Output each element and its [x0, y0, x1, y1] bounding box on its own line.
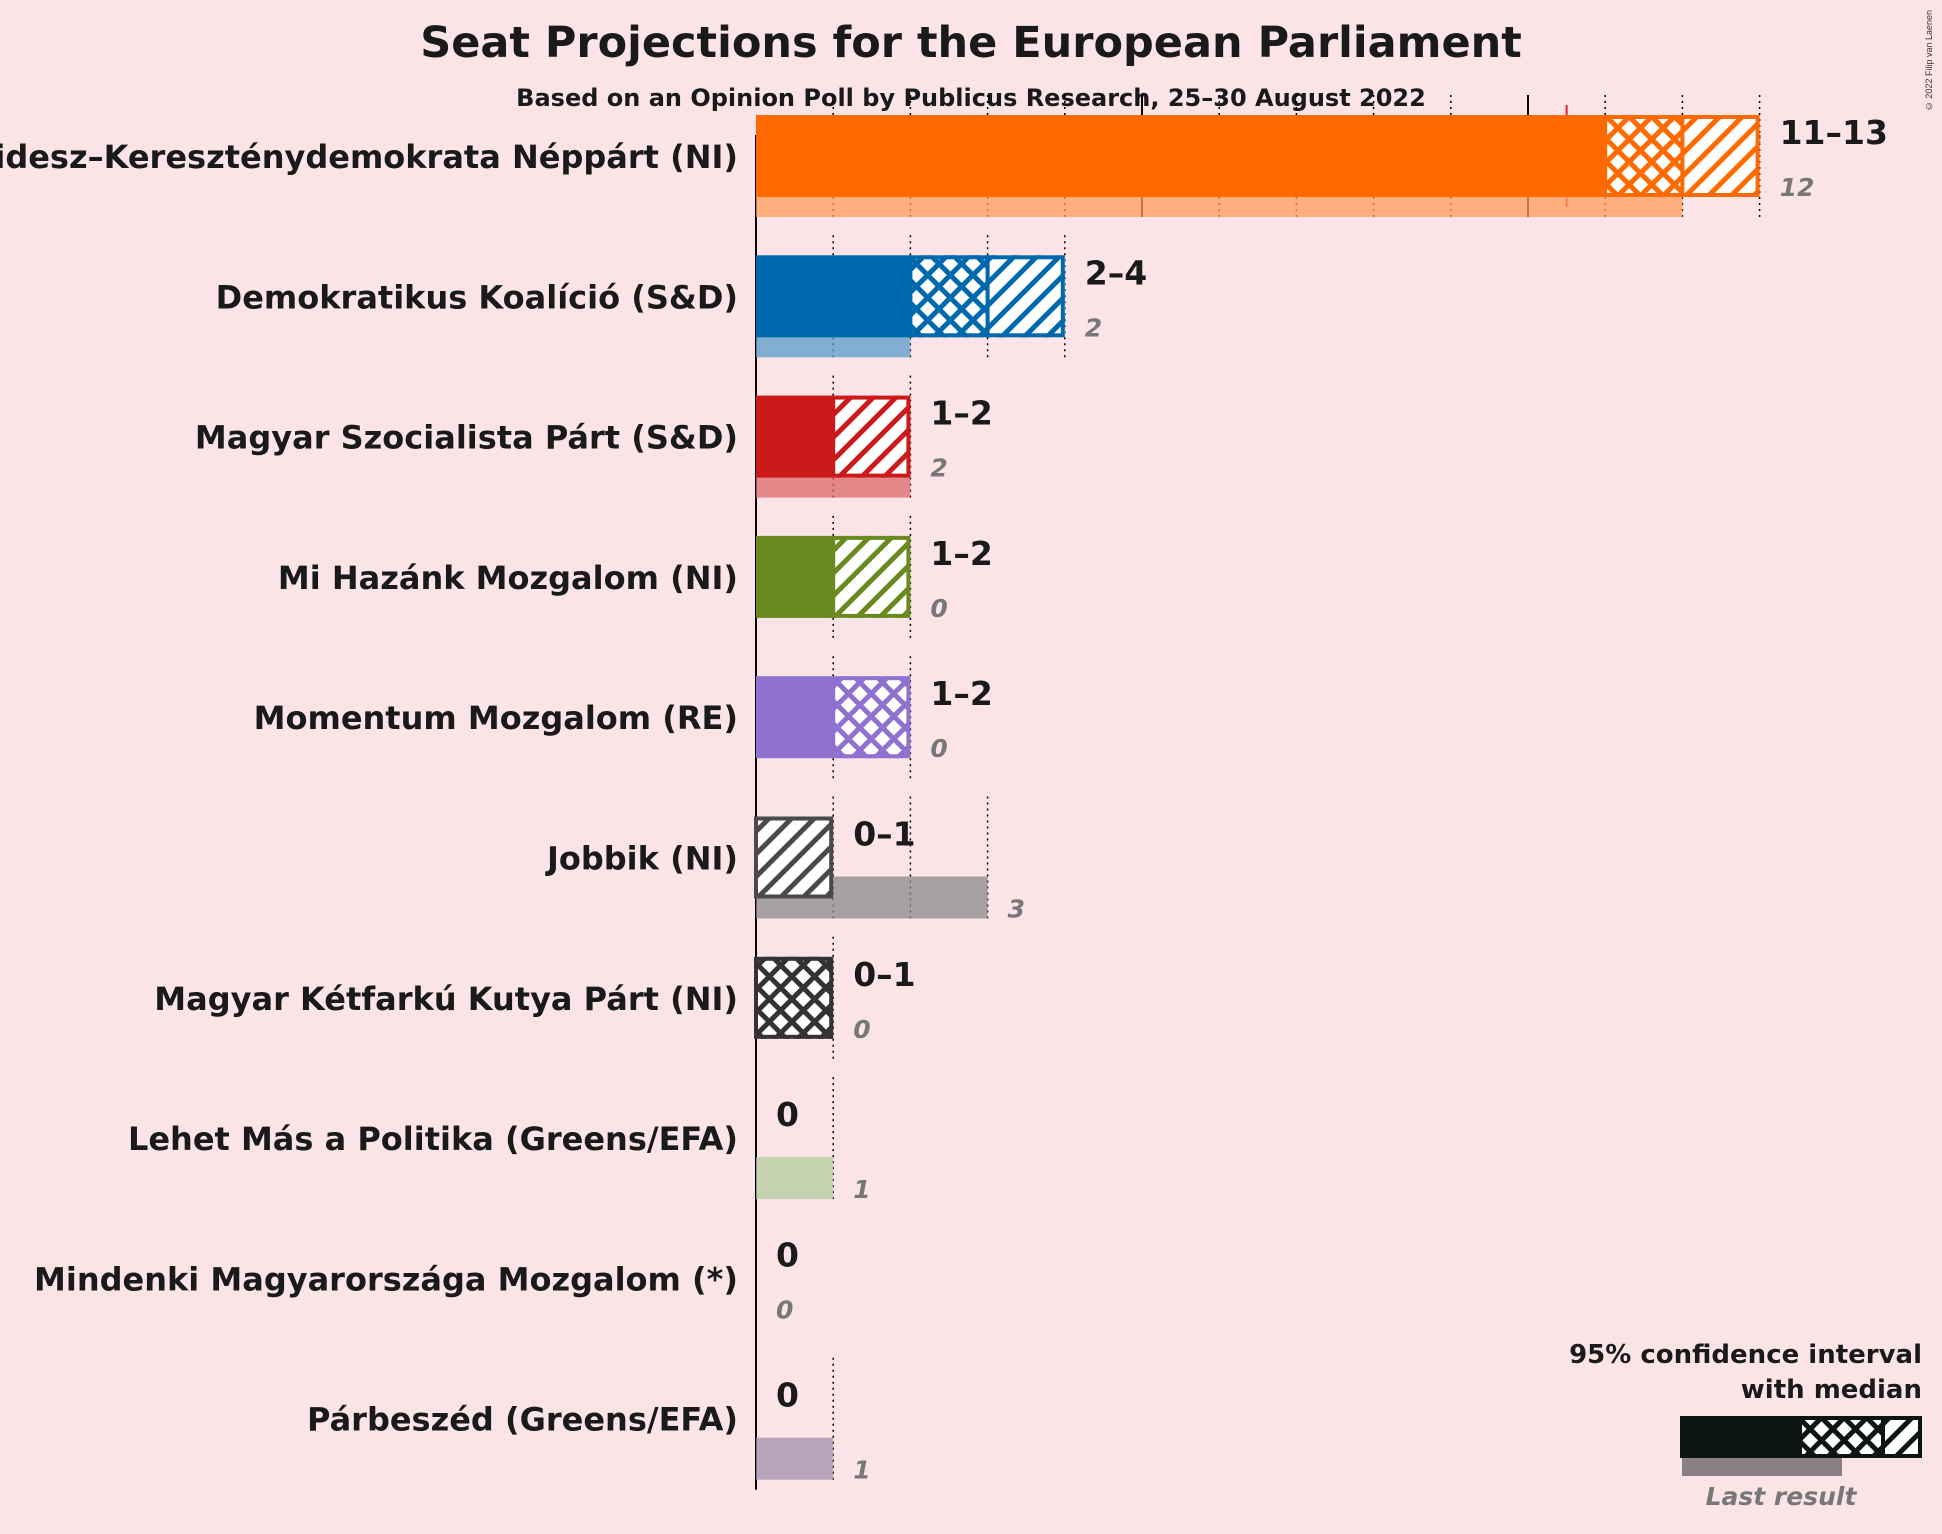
seat-range-label: 1–2	[930, 394, 992, 433]
legend-title-line1: 95% confidence interval	[1569, 1340, 1922, 1370]
last-result-label: 0	[930, 594, 947, 623]
seat-range-label: 11–13	[1780, 113, 1888, 152]
legend-hatch-bar	[1883, 1416, 1922, 1458]
legend-solid-bar	[1680, 1416, 1800, 1458]
last-result-label: 0	[853, 1015, 870, 1044]
interval-solid-bar	[756, 255, 911, 338]
seat-range-label: 2–4	[1085, 253, 1147, 292]
last-result-label: 1	[853, 1456, 870, 1485]
interval-outline	[754, 956, 834, 1039]
party-row: Fidesz–Kereszténydemokrata Néppárt (NI) 1…	[0, 95, 1888, 217]
last-result-label: 1	[853, 1175, 870, 1204]
legend: 95% confidence interval with median Last r…	[1569, 1340, 1922, 1511]
seat-range-label: 1–2	[930, 674, 992, 713]
interval-hatch-bar	[987, 255, 1065, 338]
party-name: Mi Hazánk Mozgalom (NI)	[278, 559, 738, 597]
interval-hatch-bar	[1682, 115, 1760, 197]
last-result-bar	[756, 1437, 834, 1480]
party-name: Mindenki Magyarországa Mozgalom (*)	[34, 1260, 738, 1298]
seat-range-label: 0–1	[853, 815, 915, 854]
party-name: Lehet Más a Politika (Greens/EFA)	[128, 1120, 738, 1158]
legend-title-line2: with median	[1741, 1375, 1922, 1405]
interval-crosshatch-bar	[833, 676, 911, 759]
party-row: Párbeszéd (Greens/EFA) 0 1	[307, 1357, 871, 1485]
last-result-label: 2	[930, 454, 947, 483]
chart-subtitle: Based on an Opinion Poll by Publicus Res…	[516, 84, 1426, 112]
party-row: Mi Hazánk Mozgalom (NI) 1–2 0	[278, 515, 993, 638]
party-row: Lehet Más a Politika (Greens/EFA) 0 1	[128, 1077, 871, 1204]
interval-hatch-bar	[833, 395, 911, 478]
interval-crosshatch-bar	[756, 956, 834, 1039]
interval-outline	[831, 676, 911, 759]
seat-range-label: 0	[776, 1235, 799, 1274]
last-result-label: 3	[1008, 895, 1025, 924]
seat-range-label: 0	[776, 1376, 799, 1415]
party-row: Demokratikus Koalíció (S&D) 2–4 2	[216, 235, 1147, 358]
interval-crosshatch-bar	[910, 255, 988, 338]
seat-range-label: 0	[776, 1095, 799, 1134]
chart-title: Seat Projections for the European Parlia…	[420, 18, 1522, 68]
legend-outline	[1798, 1416, 1922, 1458]
last-result-label: 0	[930, 734, 947, 763]
interval-hatch-bar	[756, 816, 834, 899]
interval-solid-bar	[756, 395, 834, 478]
party-row: Momentum Mozgalom (RE) 1–2 0	[254, 656, 993, 779]
party-name: Demokratikus Koalíció (S&D)	[216, 278, 738, 316]
party-name: Jobbik (NI)	[545, 840, 738, 878]
last-result-label: 2	[1085, 313, 1102, 342]
party-name: Fidesz–Kereszténydemokrata Néppárt (NI)	[0, 138, 738, 176]
interval-outline	[831, 395, 911, 478]
interval-outline	[831, 535, 911, 618]
interval-solid-bar	[756, 115, 1606, 197]
legend-last-result-label: Last result	[1706, 1482, 1858, 1511]
interval-solid-bar	[756, 535, 834, 618]
seat-range-label: 0–1	[853, 955, 915, 994]
seat-range-label: 1–2	[930, 534, 992, 573]
legend-crosshatch-bar	[1800, 1416, 1883, 1458]
party-row: Jobbik (NI) 0–1 3	[545, 796, 1025, 924]
party-row: Magyar Szocialista Párt (S&D) 1–2 2	[195, 375, 993, 498]
party-row: Mindenki Magyarországa Mozgalom (*) 0 0	[34, 1235, 799, 1324]
party-name: Magyar Kétfarkú Kutya Párt (NI)	[154, 980, 738, 1018]
party-name: Momentum Mozgalom (RE)	[254, 699, 738, 737]
party-row: Magyar Kétfarkú Kutya Párt (NI) 0–1 0	[154, 936, 916, 1059]
interval-solid-bar	[756, 676, 834, 759]
last-result-label: 0	[776, 1295, 793, 1324]
last-result-label: 12	[1780, 173, 1815, 202]
party-name: Magyar Szocialista Párt (S&D)	[195, 419, 738, 457]
interval-crosshatch-bar	[1605, 115, 1683, 197]
bars-layer: Fidesz–Kereszténydemokrata Néppárt (NI) 1…	[0, 95, 1888, 1485]
last-result-bar	[756, 1157, 834, 1200]
party-name: Párbeszéd (Greens/EFA)	[307, 1401, 738, 1439]
interval-outline	[754, 816, 834, 899]
interval-hatch-bar	[833, 535, 911, 618]
